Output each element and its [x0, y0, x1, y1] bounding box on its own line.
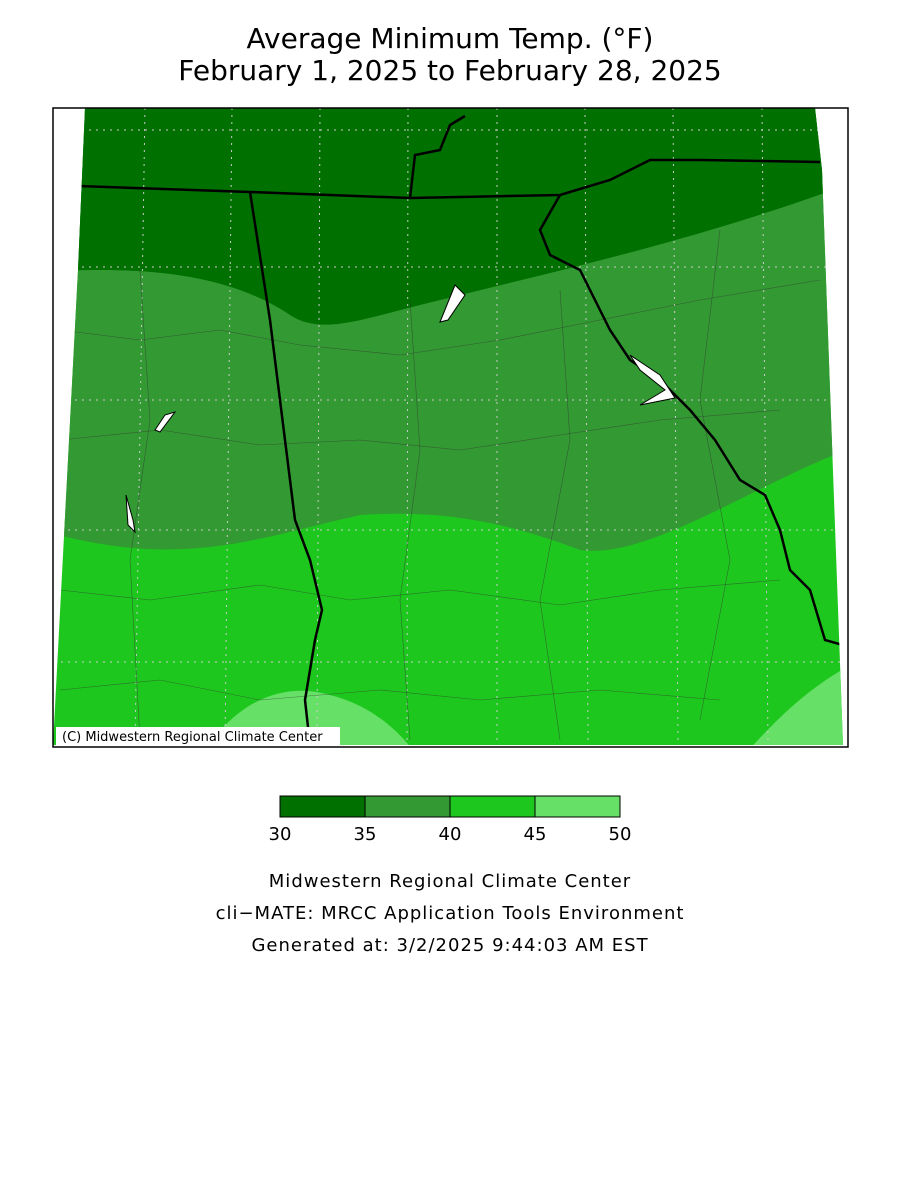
temp-band [53, 108, 843, 325]
legend-swatch [364, 795, 451, 818]
temp-band [740, 660, 843, 745]
lake [154, 411, 177, 433]
state-lines [77, 114, 843, 745]
legend-swatch [534, 795, 621, 818]
legend-tick-label: 45 [524, 824, 547, 845]
map-frame [52, 107, 849, 748]
legend-tick-label: 50 [609, 824, 632, 845]
lake [439, 284, 466, 323]
legend-swatch [279, 795, 366, 818]
lake [629, 354, 676, 406]
grid [53, 108, 843, 745]
lake [125, 494, 136, 534]
map-area [53, 108, 843, 745]
copyright: (C) Midwestern Regional Climate Center [62, 730, 323, 745]
footer-line: cli−MATE: MRCC Application Tools Environ… [216, 903, 685, 924]
legend-tick-label: 30 [269, 824, 292, 845]
footer-line: Midwestern Regional Climate Center [269, 871, 631, 892]
copyright-box [56, 727, 340, 745]
map-title: Average Minimum Temp. (°F) [247, 22, 654, 55]
county-lines [59, 229, 821, 741]
map-subtitle: February 1, 2025 to February 28, 2025 [178, 54, 721, 87]
legend-swatch [449, 795, 536, 818]
legend-tick-label: 40 [439, 824, 462, 845]
footer-line: Generated at: 3/2/2025 9:44:03 AM EST [251, 935, 648, 956]
legend-tick-label: 35 [354, 824, 377, 845]
legend: 30 35 40 45 50 [269, 795, 632, 845]
